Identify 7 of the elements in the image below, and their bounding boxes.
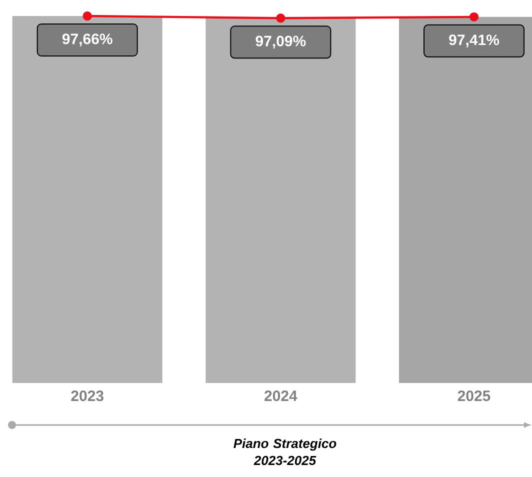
x-tick-label: 2024 bbox=[264, 390, 298, 402]
data-label: 97,41% bbox=[449, 34, 500, 48]
text: Piano Strategico 2023-2025 bbox=[234, 438, 336, 466]
data-label: 97,09% bbox=[256, 36, 306, 49]
data-label: 97,66% bbox=[62, 34, 112, 46]
x-tick-label: 2023 bbox=[71, 390, 104, 402]
x-tick-label: 2025 bbox=[458, 390, 490, 402]
